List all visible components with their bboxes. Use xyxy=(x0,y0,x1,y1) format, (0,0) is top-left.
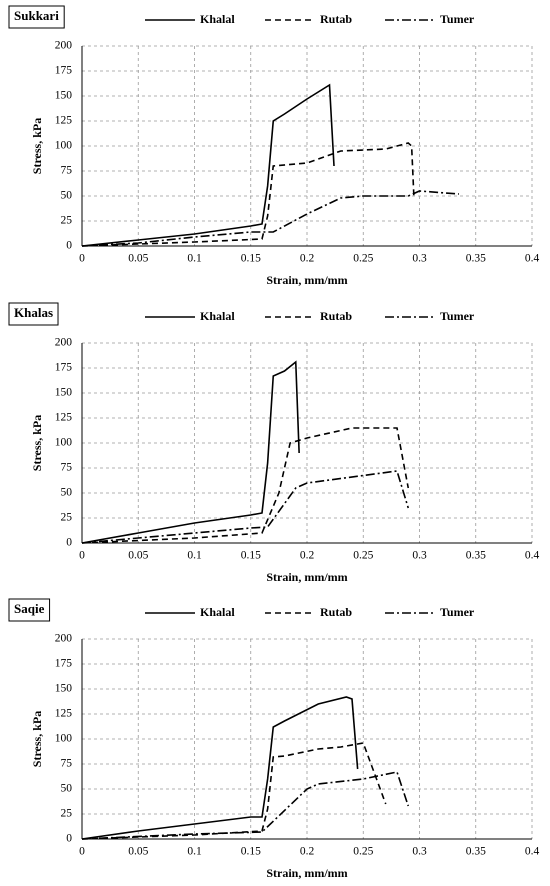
data-line xyxy=(81,427,410,544)
legend-label: Khalal xyxy=(200,605,235,619)
y-tick-label: 75 xyxy=(61,165,73,177)
legend-label: Rutab xyxy=(320,12,352,26)
y-tick-label: 75 xyxy=(61,758,73,770)
y-axis-title: Stress, kPa xyxy=(30,118,44,174)
y-tick-label: 50 xyxy=(61,190,73,202)
y-axis-title: Stress, kPa xyxy=(30,711,44,767)
panel-title-box xyxy=(8,598,51,622)
y-tick-label: 125 xyxy=(55,412,73,424)
y-tick-label: 25 xyxy=(61,215,73,227)
legend-label: Khalal xyxy=(200,309,235,323)
x-tick-label: 0 xyxy=(79,550,85,562)
x-axis-title: Strain, mm/mm xyxy=(266,570,347,584)
legend-label: Rutab xyxy=(320,309,352,323)
data-line xyxy=(81,696,359,840)
y-tick-label: 200 xyxy=(55,40,73,52)
x-tick-label: 0.4 xyxy=(525,550,540,562)
data-line xyxy=(81,83,335,247)
x-tick-label: 0.1 xyxy=(187,550,202,562)
x-tick-label: 0.3 xyxy=(412,550,427,562)
legend-label: Rutab xyxy=(320,605,352,619)
y-tick-label: 175 xyxy=(55,65,73,77)
x-tick-label: 0.2 xyxy=(300,846,315,858)
y-tick-label: 0 xyxy=(66,833,72,845)
data-line xyxy=(81,360,300,544)
y-tick-label: 0 xyxy=(66,240,72,252)
x-tick-label: 0.05 xyxy=(128,846,148,858)
data-line xyxy=(81,190,459,247)
legend-label: Tumer xyxy=(440,309,475,323)
x-tick-label: 0.15 xyxy=(241,253,261,265)
y-tick-label: 150 xyxy=(55,683,73,695)
x-axis-title: Strain, mm/mm xyxy=(266,273,347,287)
x-tick-label: 0.05 xyxy=(128,253,148,265)
y-tick-label: 100 xyxy=(55,437,73,449)
y-tick-label: 50 xyxy=(61,487,73,499)
y-tick-label: 200 xyxy=(55,337,73,349)
y-tick-label: 50 xyxy=(61,783,73,795)
y-tick-label: 75 xyxy=(61,462,73,474)
x-tick-label: 0.35 xyxy=(466,846,486,858)
y-tick-label: 25 xyxy=(61,808,73,820)
x-tick-label: 0.05 xyxy=(128,550,148,562)
x-tick-label: 0.15 xyxy=(241,550,261,562)
data-line xyxy=(81,742,387,840)
y-tick-label: 0 xyxy=(66,537,72,549)
y-tick-label: 100 xyxy=(55,140,73,152)
panel: Saqie 0 0.05 0.1 0.15 0.2 0.25 0.3 0.35 0.4 0 25 50 7… xyxy=(8,598,540,880)
panel-title-box xyxy=(8,5,65,29)
y-tick-label: 150 xyxy=(55,90,73,102)
data-line xyxy=(81,142,415,247)
y-tick-label: 125 xyxy=(55,115,73,127)
x-tick-label: 0.1 xyxy=(187,846,202,858)
x-tick-label: 0.3 xyxy=(412,846,427,858)
x-tick-label: 0.15 xyxy=(241,846,261,858)
x-tick-label: 0.25 xyxy=(353,550,373,562)
panel-title: Khalas xyxy=(14,305,53,320)
x-tick-label: 0.35 xyxy=(466,253,486,265)
x-tick-label: 0.2 xyxy=(300,253,315,265)
y-axis-title: Stress, kPa xyxy=(30,415,44,471)
y-tick-label: 25 xyxy=(61,512,73,524)
legend-label: Tumer xyxy=(440,12,475,26)
panel-title-box xyxy=(8,302,59,326)
data-line xyxy=(81,470,410,544)
x-tick-label: 0.1 xyxy=(187,253,202,265)
panel: Sukkari 0 0.05 0.1 0.15 0.2 0.25 0.3 0.35 0.4 0 25 5… xyxy=(8,5,540,287)
data-line xyxy=(81,771,410,840)
y-tick-label: 200 xyxy=(55,633,73,645)
panel-title: Saqie xyxy=(14,601,45,616)
x-tick-label: 0.3 xyxy=(412,253,427,265)
x-tick-label: 0.2 xyxy=(300,550,315,562)
x-tick-label: 0 xyxy=(79,253,85,265)
x-tick-label: 0 xyxy=(79,846,85,858)
y-tick-label: 150 xyxy=(55,387,73,399)
legend-label: Tumer xyxy=(440,605,475,619)
y-tick-label: 175 xyxy=(55,658,73,670)
x-tick-label: 0.4 xyxy=(525,846,540,858)
x-axis-title: Strain, mm/mm xyxy=(266,866,347,880)
x-tick-label: 0.35 xyxy=(466,550,486,562)
y-tick-label: 175 xyxy=(55,362,73,374)
y-tick-label: 125 xyxy=(55,708,73,720)
x-tick-label: 0.4 xyxy=(525,253,540,265)
x-tick-label: 0.25 xyxy=(353,253,373,265)
x-tick-label: 0.25 xyxy=(353,846,373,858)
panel-title: Sukkari xyxy=(14,8,59,23)
y-tick-label: 100 xyxy=(55,733,73,745)
panel: Khalas 0 0.05 0.1 0.15 0.2 0.25 0.3 0.35 0.4 0 25 50… xyxy=(8,302,540,584)
legend-label: Khalal xyxy=(200,12,235,26)
